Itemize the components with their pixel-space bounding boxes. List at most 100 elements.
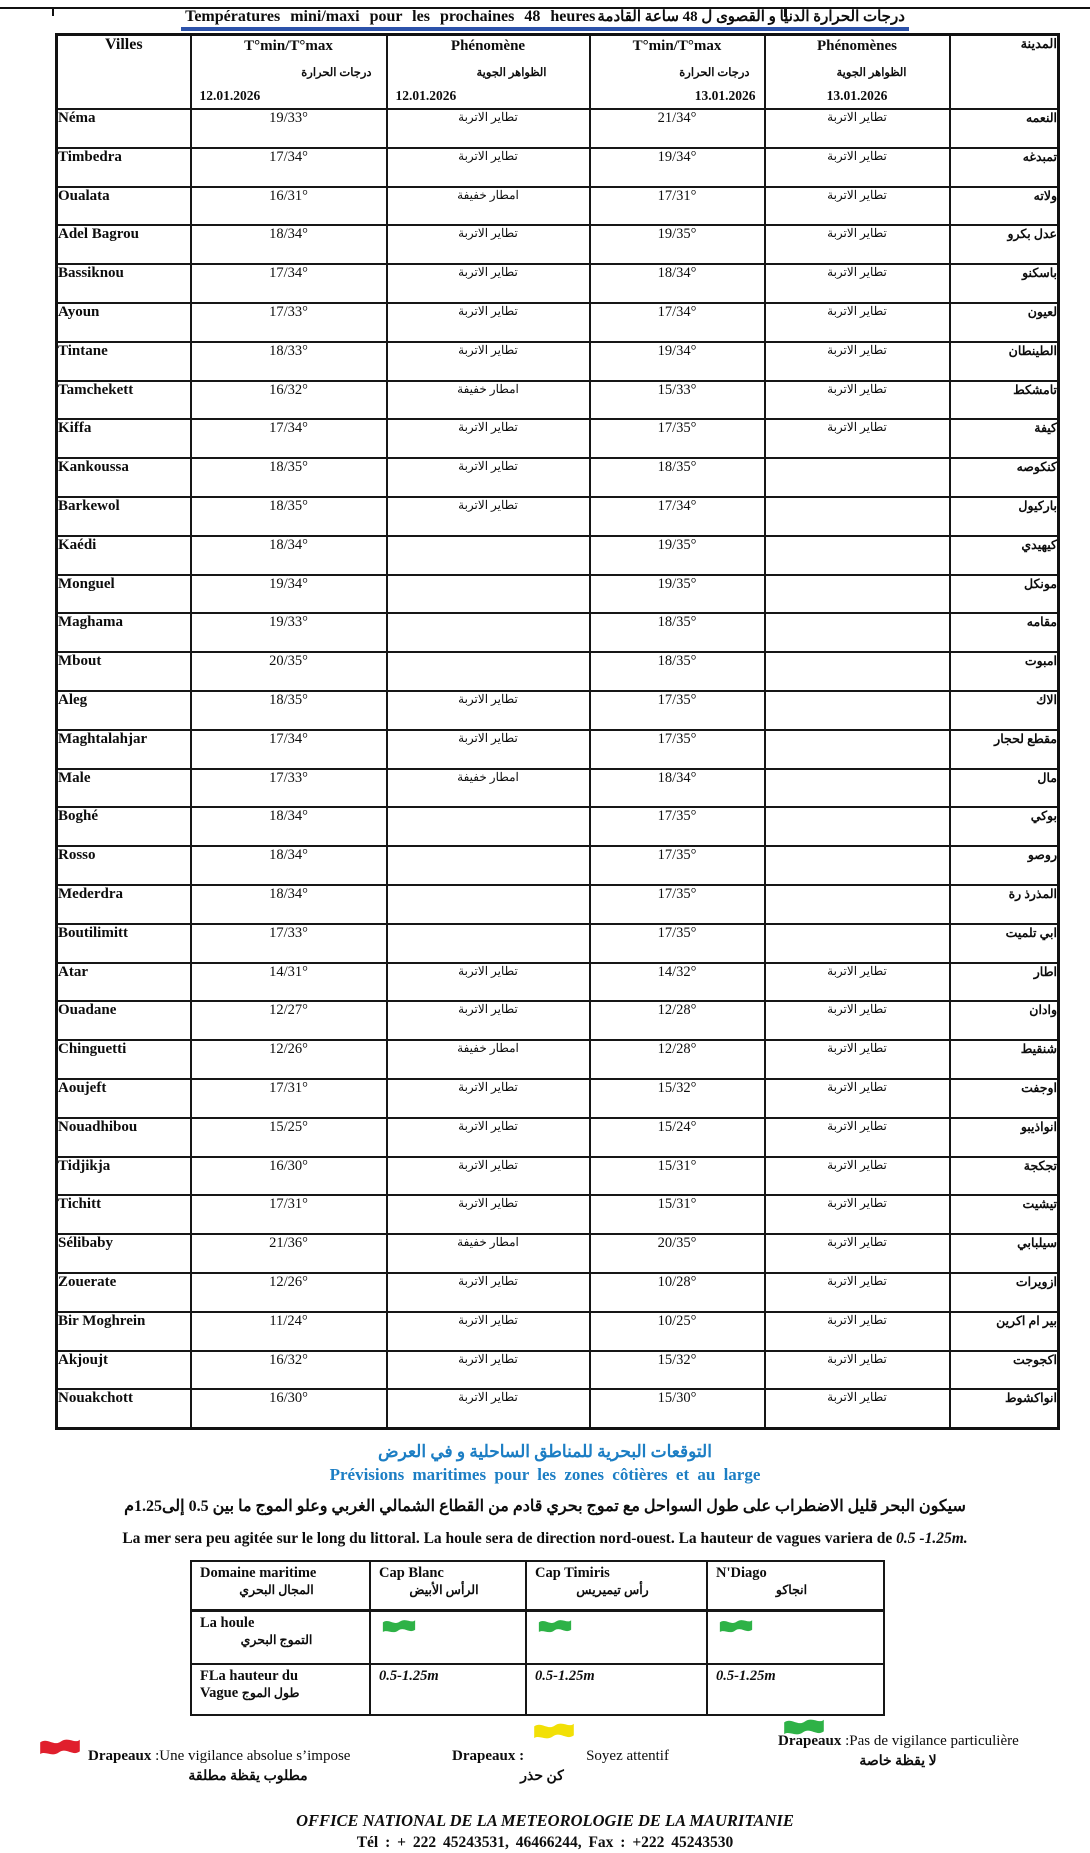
wave-height-label-cell: FLa hauteur du Vague طول الموج xyxy=(190,1662,371,1716)
header-phenomene-day1-title: Phénomène xyxy=(450,38,526,54)
forecast-table-row: Kankoussa 18/35° تطاير الاتربة 18/35° كن… xyxy=(55,457,1060,498)
wave-height-label-line2: Vague طول الموج xyxy=(200,1685,363,1702)
forecast-table-row: Kiffa 17/34° تطاير الاتربة 17/35° تطاير … xyxy=(55,418,1060,460)
phenomenon-day1: تطاير الاتربة xyxy=(385,301,591,343)
header-tminmax-day1-subtitle-ar: درجات الحرارة xyxy=(301,66,372,79)
city-name-ar: لعيون xyxy=(948,301,1060,343)
temp-day2: 19/35° xyxy=(588,534,766,576)
temp-day2: 17/34° xyxy=(588,495,766,537)
legend-red-label: Drapeaux xyxy=(88,1747,152,1764)
page-top-rule xyxy=(0,7,1090,9)
phenomenon-day2: تطاير الاتربة xyxy=(763,1194,951,1236)
temp-day2: 18/34° xyxy=(588,263,766,304)
phenomenon-day1: تطاير الاتربة xyxy=(385,108,591,149)
houle-flag-cell-cap-blanc xyxy=(369,1609,527,1665)
city-name-fr: Tintane xyxy=(55,340,192,382)
legend-item-yellow: Drapeaux : Soyez attentif كن حذر xyxy=(452,1723,722,1785)
temp-day2: 10/25° xyxy=(588,1310,766,1352)
phenomenon-day1: تطاير الاتربة xyxy=(385,1310,591,1352)
footer-contact: Tél : + 222 45243531, 46466244, Fax : +2… xyxy=(356,1833,734,1851)
city-name-fr: Akjoujt xyxy=(55,1349,192,1391)
temp-day1: 12/26° xyxy=(189,1039,388,1080)
phenomenon-day2 xyxy=(763,689,951,731)
temp-day1: 17/31° xyxy=(189,1077,388,1119)
city-name-ar: تمبدغه xyxy=(948,146,1060,188)
city-name-fr: Oualata xyxy=(55,185,192,227)
phenomenon-day1: تطاير الاتربة xyxy=(385,1349,591,1391)
temp-day2: 15/33° xyxy=(588,379,766,421)
green-flag-icon xyxy=(782,1717,826,1749)
city-name-ar: وادان xyxy=(948,1000,1060,1042)
city-name-ar: بير ام اكرين xyxy=(948,1310,1060,1352)
phenomenon-day1: امطار خفيفة xyxy=(385,185,591,227)
city-name-ar: اوجفت xyxy=(948,1077,1060,1119)
phenomenon-day1: تطاير الاتربة xyxy=(385,689,591,731)
wave-height-label-line1: FLa hauteur du xyxy=(200,1667,299,1684)
phenomenon-day1: تطاير الاتربة xyxy=(385,146,591,188)
city-name-fr: Néma xyxy=(55,108,192,149)
city-name-fr: Tamchekett xyxy=(55,379,192,421)
station-cap-timiris-fr: Cap Timiris xyxy=(535,1564,610,1581)
city-name-fr: Rosso xyxy=(55,845,192,886)
temp-day2: 20/35° xyxy=(588,1233,766,1274)
temp-day1: 20/35° xyxy=(189,651,388,692)
legend-yellow-ar: كن حذر xyxy=(520,1768,564,1784)
city-name-ar: انواكشوط xyxy=(948,1388,1060,1430)
maritime-header-cap-blanc: Cap Blanc الرأس الأبيض xyxy=(369,1559,527,1612)
forecast-table-row: Adel Bagrou 18/34° تطاير الاتربة 19/35° … xyxy=(55,224,1060,266)
city-name-fr: Bir Moghrein xyxy=(55,1310,192,1352)
temp-day1: 18/34° xyxy=(189,883,388,925)
houle-flag-cell-ndiago xyxy=(706,1609,885,1665)
city-name-ar: تيشيت xyxy=(948,1194,1060,1236)
city-name-ar: مونكل xyxy=(948,573,1060,615)
legend-green-desc: :Pas de vigilance particulière xyxy=(841,1732,1019,1749)
temp-day1: 16/32° xyxy=(189,1349,388,1391)
city-name-ar: تجكجة xyxy=(948,1155,1060,1197)
temp-day2: 18/35° xyxy=(588,651,766,692)
phenomenon-day1: امطار خفيفة xyxy=(385,1233,591,1274)
temp-day2: 10/28° xyxy=(588,1271,766,1313)
phenomenon-day2: تطاير الاتربة xyxy=(763,1077,951,1119)
header-tminmax-day2-date: 13.01.2026 xyxy=(694,88,756,103)
temp-day2: 15/32° xyxy=(588,1077,766,1119)
legend-green-ar: لا يقظة خاصة xyxy=(859,1753,937,1769)
temp-day2: 15/32° xyxy=(588,1349,766,1391)
phenomenon-day1: تطاير الاتربة xyxy=(385,1116,591,1158)
legend-item-green: Drapeaux :Pas de vigilance particulière … xyxy=(778,1719,1088,1770)
houle-label-fr: La houle xyxy=(200,1614,255,1631)
phenomenon-day2 xyxy=(763,922,951,964)
sea-state-sentence-ar: سيكون البحر قليل الاضطراب على طول السواح… xyxy=(124,1497,966,1515)
header-phenomene-day1-subtitle-ar: الظواهر الجوية xyxy=(476,66,547,79)
forecast-table-row: Oualata 16/31° امطار خفيفة 17/31° تطاير … xyxy=(55,185,1060,227)
temp-day2: 17/35° xyxy=(588,689,766,731)
header-phenomene-day1-date: 12.01.2026 xyxy=(395,88,457,103)
green-flag-icon xyxy=(537,1618,573,1645)
sea-state-fr-wave-height: 0.5 -1.25m. xyxy=(896,1529,968,1547)
phenomenon-day2 xyxy=(763,883,951,925)
phenomenon-day1 xyxy=(385,573,591,615)
forecast-table-row: Bassiknou 17/34° تطاير الاتربة 18/34° تط… xyxy=(55,263,1060,304)
forecast-table-row: Boutilimitt 17/33° 17/35° ابي تلميت xyxy=(55,922,1060,964)
phenomenon-day2 xyxy=(763,457,951,498)
legend-yellow-label: Drapeaux : xyxy=(452,1747,525,1764)
city-name-ar: سيلبابي xyxy=(948,1233,1060,1274)
city-name-ar: مقامه xyxy=(948,612,1060,654)
page-top-tick-left xyxy=(52,7,54,16)
temp-day1: 18/34° xyxy=(189,806,388,848)
temp-day2: 17/31° xyxy=(588,185,766,227)
page-top-tick-middle xyxy=(784,7,787,17)
maritime-domain-fr: Domaine maritime xyxy=(200,1564,317,1581)
phenomenon-day2: تطاير الاتربة xyxy=(763,1155,951,1197)
phenomenon-day1: تطاير الاتربة xyxy=(385,340,591,382)
temp-day1: 19/33° xyxy=(189,612,388,654)
city-name-ar: مقطع لحجار xyxy=(948,728,1060,770)
city-name-ar: المذرذ رة xyxy=(948,883,1060,925)
city-name-fr: Adel Bagrou xyxy=(55,224,192,266)
phenomenon-day2 xyxy=(763,534,951,576)
forecast-table-row: Sélibaby 21/36° امطار خفيفة 20/35° تطاير… xyxy=(55,1233,1060,1274)
temp-day1: 17/34° xyxy=(189,728,388,770)
phenomenon-day1: تطاير الاتربة xyxy=(385,1388,591,1430)
header-phenomenes-day2-title: Phénomènes xyxy=(817,38,897,54)
temp-day2: 12/28° xyxy=(588,1039,766,1080)
phenomenon-day1: تطاير الاتربة xyxy=(385,728,591,770)
